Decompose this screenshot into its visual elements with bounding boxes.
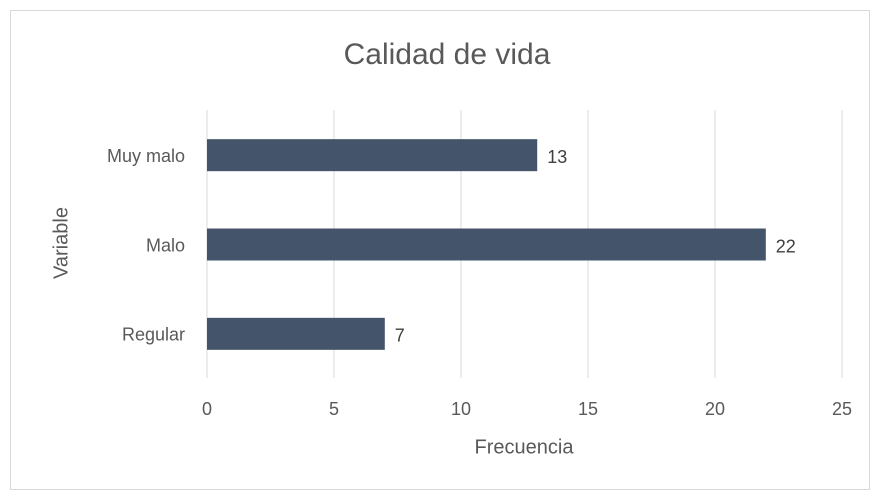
x-tick-label: 5 — [329, 399, 339, 419]
bar — [207, 228, 766, 261]
data-label: 7 — [395, 326, 405, 346]
y-tick-label: Muy malo — [107, 146, 185, 166]
y-tick-label: Regular — [122, 325, 185, 345]
data-label: 13 — [547, 147, 567, 167]
y-tick-label: Malo — [146, 235, 185, 255]
y-axis-title: Variable — [50, 207, 72, 279]
x-axis-title: Frecuencia — [475, 436, 575, 458]
x-tick-label: 15 — [578, 399, 598, 419]
data-label: 22 — [776, 236, 796, 256]
bar — [207, 139, 538, 172]
x-tick-label: 25 — [832, 399, 852, 419]
x-tick-label: 0 — [202, 399, 212, 419]
x-tick-label: 10 — [451, 399, 471, 419]
bar — [207, 317, 385, 350]
chart-title: Calidad de vida — [344, 38, 551, 71]
x-tick-label: 20 — [705, 399, 725, 419]
